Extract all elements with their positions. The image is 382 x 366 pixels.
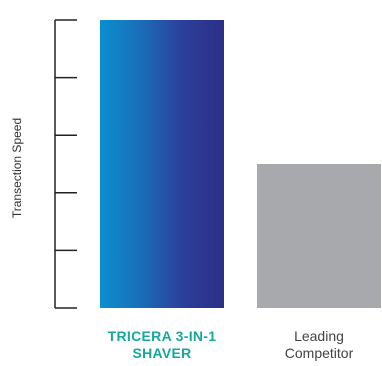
category-label-line: Leading (294, 328, 344, 344)
category-label-tricera: TRICERA 3-IN-1 SHAVER (80, 328, 244, 362)
bars (100, 20, 381, 308)
y-axis (54, 19, 77, 309)
bar-tricera (100, 20, 224, 308)
category-label-line: Competitor (284, 345, 354, 361)
bar-competitor (257, 164, 381, 308)
category-label-line: TRICERA 3-IN-1 (107, 328, 217, 344)
category-label-competitor: Leading Competitor (237, 328, 382, 362)
category-label-line: SHAVER (132, 345, 192, 361)
y-axis-label: Transection Speed (10, 117, 24, 219)
